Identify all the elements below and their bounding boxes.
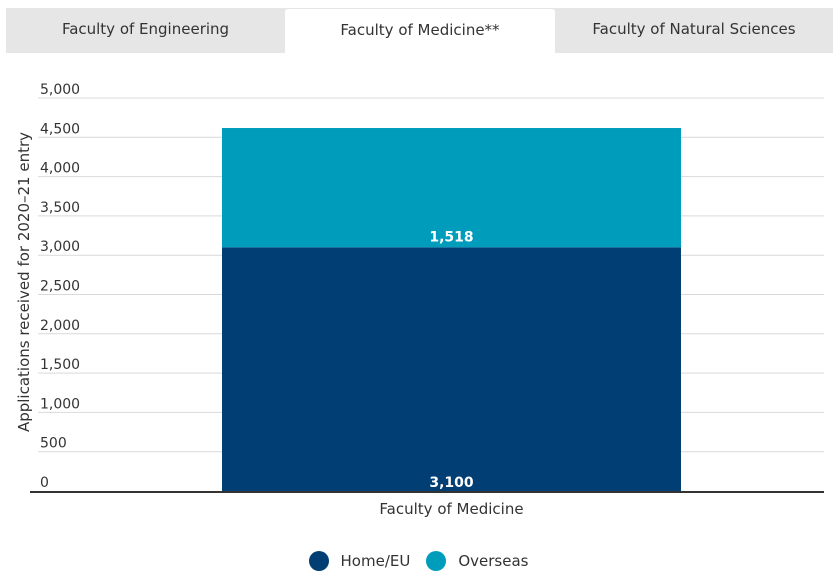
legend-swatch-overseas [426,551,447,571]
tab-faculty-of-natural-sciences[interactable]: Faculty of Natural Sciences [592,20,796,38]
legend-item-home-eu[interactable]: Home/EU [308,551,411,571]
y-tick-label-500: 500 [40,436,67,452]
tab-faculty-of-medicine[interactable]: Faculty of Medicine** [285,9,555,54]
faculty-tab-bar: Faculty of Engineering Faculty of Medici… [6,8,833,54]
data-labels: 3,100 1,518 [429,229,474,491]
y-tick-label-1000: 1,000 [40,396,80,412]
y-tick-label-4500: 4,500 [40,121,80,137]
y-tick-label-2000: 2,000 [40,318,80,334]
legend-swatch-home-eu [308,551,329,571]
bar-home-eu[interactable] [222,247,681,491]
y-tick-label-1500: 1,500 [40,357,80,373]
y-tick-label-3500: 3,500 [40,200,80,216]
data-label-overseas: 1,518 [429,229,473,245]
bar-overseas[interactable] [222,128,681,248]
legend: Home/EU Overseas [0,549,837,573]
applications-chart: Applications received for 2020–21 entry … [15,82,824,518]
bar-series[interactable] [222,128,681,491]
legend-label-home-eu: Home/EU [340,552,411,570]
tab-faculty-of-engineering[interactable]: Faculty of Engineering [61,20,230,38]
x-category-label: Faculty of Medicine [379,500,523,518]
gridlines: 0 500 1,000 1,500 2,000 2,500 3,000 3,500 4,000 4… [38,82,824,491]
y-tick-label-0: 0 [40,475,49,491]
y-axis-title: Applications received for 2020–21 entry [15,132,33,432]
legend-label-overseas: Overseas [458,552,529,570]
data-label-home-eu: 3,100 [429,475,474,491]
x-axis: Faculty of Medicine [30,491,824,518]
y-tick-label-4000: 4,000 [40,161,80,177]
y-tick-label-3000: 3,000 [40,239,80,255]
y-tick-label-5000: 5,000 [40,82,80,98]
y-tick-label-2500: 2,500 [40,279,80,295]
legend-item-overseas[interactable]: Overseas [426,551,528,571]
